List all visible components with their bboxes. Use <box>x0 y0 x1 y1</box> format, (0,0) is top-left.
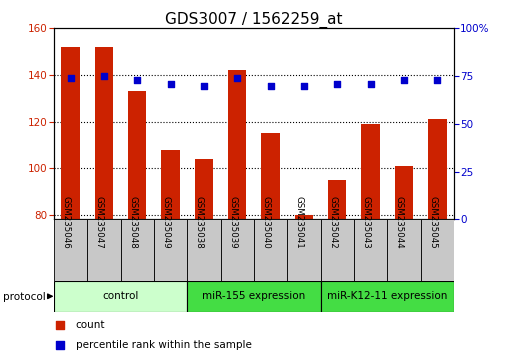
Text: miR-K12-11 expression: miR-K12-11 expression <box>327 291 447 302</box>
Bar <box>187 219 221 281</box>
Text: GSM235043: GSM235043 <box>362 195 370 249</box>
Bar <box>228 70 246 219</box>
Bar <box>121 219 154 281</box>
Bar <box>395 166 413 219</box>
Bar <box>128 91 146 219</box>
Text: GSM235044: GSM235044 <box>395 195 404 249</box>
Bar <box>262 133 280 219</box>
Bar <box>154 219 187 281</box>
Text: control: control <box>103 291 139 302</box>
Bar <box>221 219 254 281</box>
Bar <box>95 47 113 219</box>
Bar <box>54 219 87 281</box>
Point <box>304 249 312 255</box>
Point <box>266 83 274 88</box>
Point <box>400 77 408 83</box>
Point <box>233 75 241 81</box>
Text: GSM235049: GSM235049 <box>162 196 170 248</box>
Text: GSM235040: GSM235040 <box>262 195 270 249</box>
Bar <box>362 124 380 219</box>
Text: GSM235038: GSM235038 <box>195 195 204 249</box>
Point <box>304 64 312 70</box>
Text: GSM235048: GSM235048 <box>128 195 137 249</box>
Bar <box>87 219 121 281</box>
Title: GDS3007 / 1562259_at: GDS3007 / 1562259_at <box>165 12 343 28</box>
Bar <box>421 219 454 281</box>
Text: count: count <box>76 320 105 330</box>
Bar <box>62 47 80 219</box>
Bar <box>321 281 454 312</box>
Bar <box>387 219 421 281</box>
Text: GSM235039: GSM235039 <box>228 196 237 248</box>
Point <box>133 77 141 83</box>
Text: GSM235047: GSM235047 <box>95 195 104 249</box>
Text: GSM235045: GSM235045 <box>428 195 437 249</box>
Point <box>100 73 108 79</box>
Text: GSM235046: GSM235046 <box>62 195 70 249</box>
Bar <box>321 219 354 281</box>
Text: GSM235042: GSM235042 <box>328 195 338 249</box>
Bar <box>295 215 313 219</box>
Text: percentile rank within the sample: percentile rank within the sample <box>76 340 252 350</box>
Bar <box>187 281 321 312</box>
Point <box>300 83 308 88</box>
Bar <box>328 180 346 219</box>
Point <box>166 81 174 87</box>
Bar <box>428 119 446 219</box>
Point <box>333 81 341 87</box>
Point <box>66 75 74 81</box>
Bar <box>54 281 187 312</box>
Bar <box>354 219 387 281</box>
Point <box>366 81 374 87</box>
Bar <box>162 149 180 219</box>
Bar <box>254 219 287 281</box>
Text: miR-155 expression: miR-155 expression <box>202 291 306 302</box>
Point <box>433 77 441 83</box>
Bar <box>195 159 213 219</box>
Point <box>200 83 208 88</box>
Bar <box>287 219 321 281</box>
Text: GSM235041: GSM235041 <box>295 195 304 249</box>
Text: protocol: protocol <box>3 292 45 302</box>
